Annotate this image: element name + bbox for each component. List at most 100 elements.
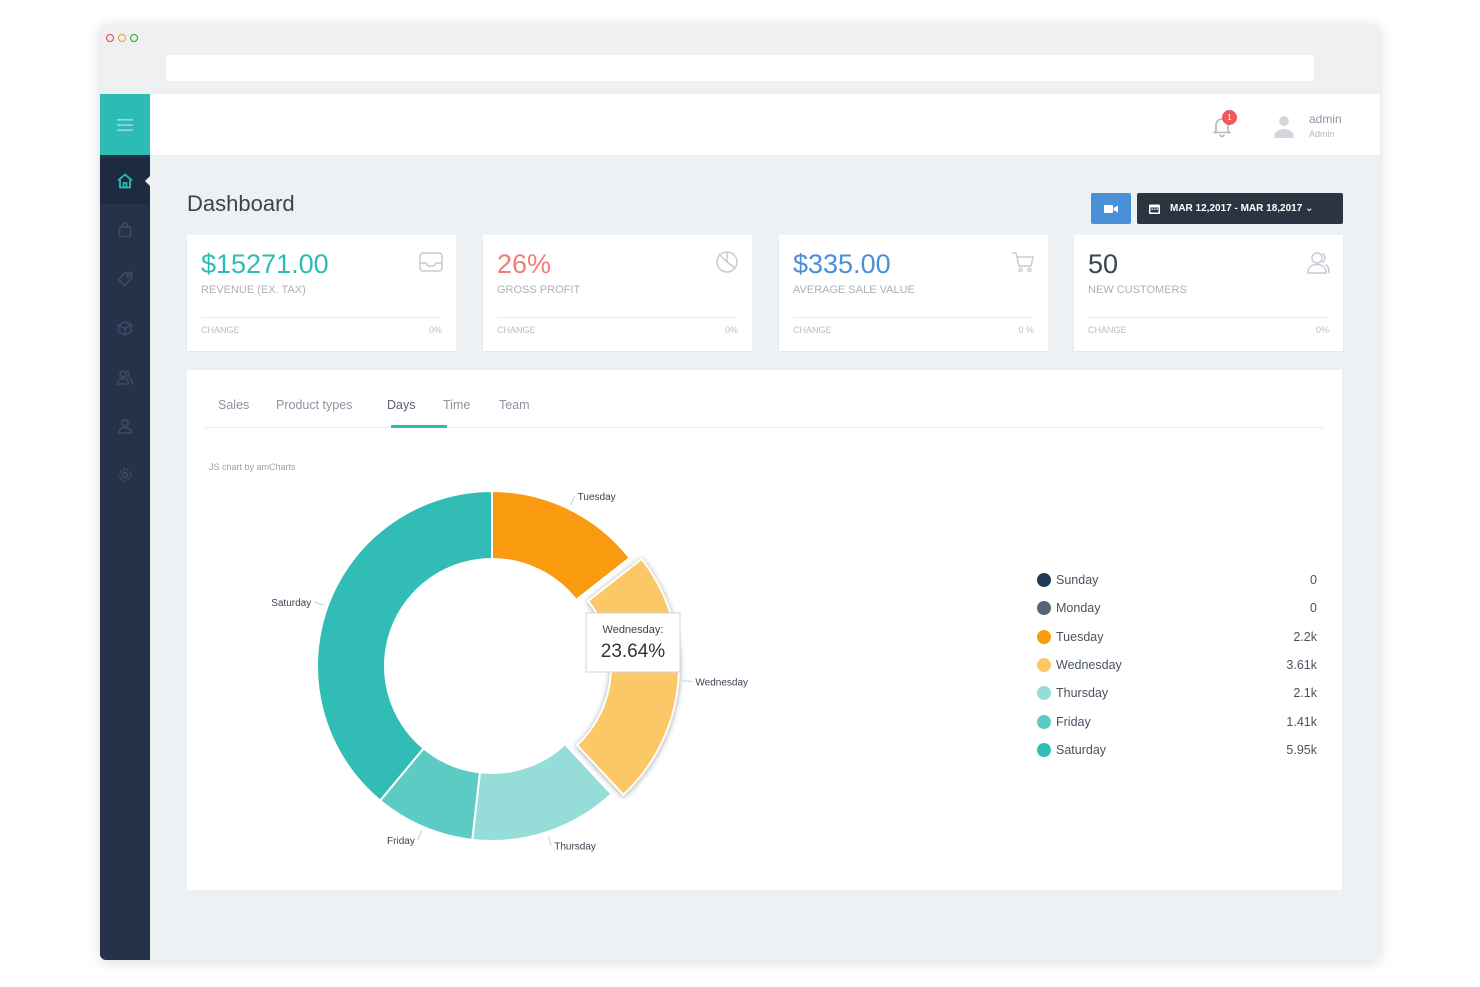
kpi-label: GROSS PROFIT [497, 284, 581, 296]
sidebar-item-tags[interactable] [100, 256, 150, 302]
tab-days[interactable]: Days [387, 398, 416, 412]
legend-marker [1037, 573, 1051, 587]
kpi-label: NEW CUSTOMERS [1088, 284, 1187, 296]
user-name[interactable]: admin [1309, 112, 1342, 126]
kpi-change-value: 0% [724, 325, 738, 335]
chart-tabs: Sales Product types Days Time Team [205, 370, 1323, 428]
kpi-change-value: 0 % [1018, 325, 1034, 335]
slice-label-tuesday: Tuesday [578, 492, 616, 503]
sidebar-item-settings[interactable] [100, 452, 150, 498]
label-leader-line [569, 495, 576, 506]
legend-value: 3.61k [1286, 657, 1317, 672]
browser-chrome [100, 24, 1380, 94]
users-icon [116, 370, 134, 385]
tab-team[interactable]: Team [499, 398, 530, 412]
kpi-value: 50 [1088, 249, 1119, 279]
tooltip-value: 23.64% [601, 641, 666, 662]
legend-label: Thursday [1056, 686, 1109, 701]
label-leader-line [682, 680, 693, 682]
legend-item-wednesday[interactable]: Wednesday 3.61k [1037, 655, 1317, 673]
sidebar-item-orders[interactable] [100, 207, 150, 253]
legend-label: Sunday [1056, 573, 1099, 587]
tooltip-title: Wednesday: [603, 624, 664, 636]
legend-item-friday[interactable]: Friday 1.41k [1037, 712, 1317, 730]
maximize-window-dot[interactable] [130, 34, 138, 42]
slice-label-saturday: Saturday [271, 598, 311, 609]
legend-value: 5.95k [1286, 742, 1317, 757]
divider [793, 317, 1034, 318]
date-range-picker[interactable]: MAR 12,2017 - MAR 18,2017 ⌄ [1137, 193, 1343, 224]
chart-panel: Sales Product types Days Time Team JS ch… [187, 370, 1342, 890]
chart-credit-link[interactable]: JS chart by amCharts [209, 462, 296, 472]
notification-badge: 1 [1222, 110, 1237, 125]
legend-item-sunday[interactable]: Sunday 0 [1037, 570, 1317, 588]
label-leader-line [417, 830, 423, 841]
home-icon [117, 173, 133, 189]
sidebar-item-profile[interactable] [100, 403, 150, 449]
user-role: Admin [1309, 129, 1335, 139]
legend-label: Wednesday [1056, 657, 1122, 672]
divider [201, 317, 442, 318]
user-icon [118, 418, 132, 434]
kpi-value: $15271.00 [201, 249, 329, 279]
close-window-dot[interactable] [106, 34, 114, 42]
legend-item-monday[interactable]: Monday 0 [1037, 598, 1317, 616]
legend-marker [1037, 629, 1051, 644]
donut-slice-tuesday[interactable] [491, 489, 632, 602]
legend-marker [1037, 742, 1051, 757]
browser-window: 1 admin Admin Dashboard MAR 12,2017 - MA… [100, 24, 1380, 960]
legend-marker [1037, 601, 1051, 616]
kpi-change-label: CHANGE [793, 325, 832, 335]
legend-item-thursday[interactable]: Thursday 2.1k [1037, 683, 1317, 701]
legend-item-saturday[interactable]: Saturday 5.95k [1037, 740, 1317, 758]
legend-item-tuesday[interactable]: Tuesday 2.2k [1037, 627, 1317, 645]
video-camera-icon [1104, 204, 1118, 213]
active-tab-indicator [391, 425, 447, 428]
menu-toggle-button[interactable] [100, 94, 150, 155]
date-range-label: MAR 12,2017 - MAR 18,2017 ⌄ [1170, 203, 1314, 214]
donut-chart: Tuesday Wednesday Thursday Friday Saturday W… [271, 489, 748, 852]
inbox-icon [419, 252, 443, 272]
shopping-bag-icon [118, 222, 132, 238]
kpi-value: $335.00 [793, 249, 891, 279]
sidebar [100, 94, 151, 960]
tab-product-types[interactable]: Product types [276, 398, 353, 412]
label-leader-line [314, 601, 324, 606]
donut-slice-saturday[interactable] [316, 489, 493, 803]
tab-sales[interactable]: Sales [218, 398, 250, 412]
kpi-change-value: 0% [1315, 325, 1329, 335]
tag-icon [117, 271, 133, 287]
address-bar[interactable] [166, 55, 1314, 81]
legend-value: 1.41k [1286, 714, 1317, 729]
legend-marker [1037, 714, 1051, 729]
legend-label: Tuesday [1056, 629, 1104, 644]
sidebar-item-home[interactable] [100, 158, 151, 204]
cube-icon [117, 320, 133, 336]
gear-icon [118, 468, 132, 482]
tab-time[interactable]: Time [443, 398, 471, 412]
sidebar-item-products[interactable] [100, 305, 150, 351]
hamburger-icon [117, 118, 133, 131]
legend-marker [1037, 657, 1051, 672]
label-leader-line [547, 835, 552, 846]
donut-slice-wednesday[interactable] [575, 557, 680, 797]
kpi-label: AVERAGE SALE VALUE [793, 284, 915, 296]
legend-label: Monday [1056, 601, 1101, 616]
minimize-window-dot[interactable] [118, 34, 126, 42]
kpi-change-label: CHANGE [1088, 325, 1127, 335]
avatar-icon[interactable] [1272, 113, 1296, 139]
video-button[interactable] [1091, 193, 1131, 224]
slice-label-friday: Friday [387, 836, 415, 847]
legend-marker [1037, 686, 1051, 701]
kpi-value: 26% [497, 249, 552, 279]
top-bar: 1 admin Admin [150, 94, 1380, 155]
kpi-card-new-customers: 50 NEW CUSTOMERS CHANGE 0% [1074, 235, 1343, 351]
kpi-change-label: CHANGE [497, 325, 536, 335]
legend-label: Saturday [1056, 742, 1107, 757]
slice-label-wednesday: Wednesday [695, 677, 748, 688]
sidebar-item-customers[interactable] [100, 354, 150, 400]
tooltip-box [585, 612, 681, 673]
divider [1088, 317, 1329, 318]
chart-tooltip: Wednesday: 23.64% [585, 612, 681, 673]
page-title: Dashboard [187, 191, 295, 216]
